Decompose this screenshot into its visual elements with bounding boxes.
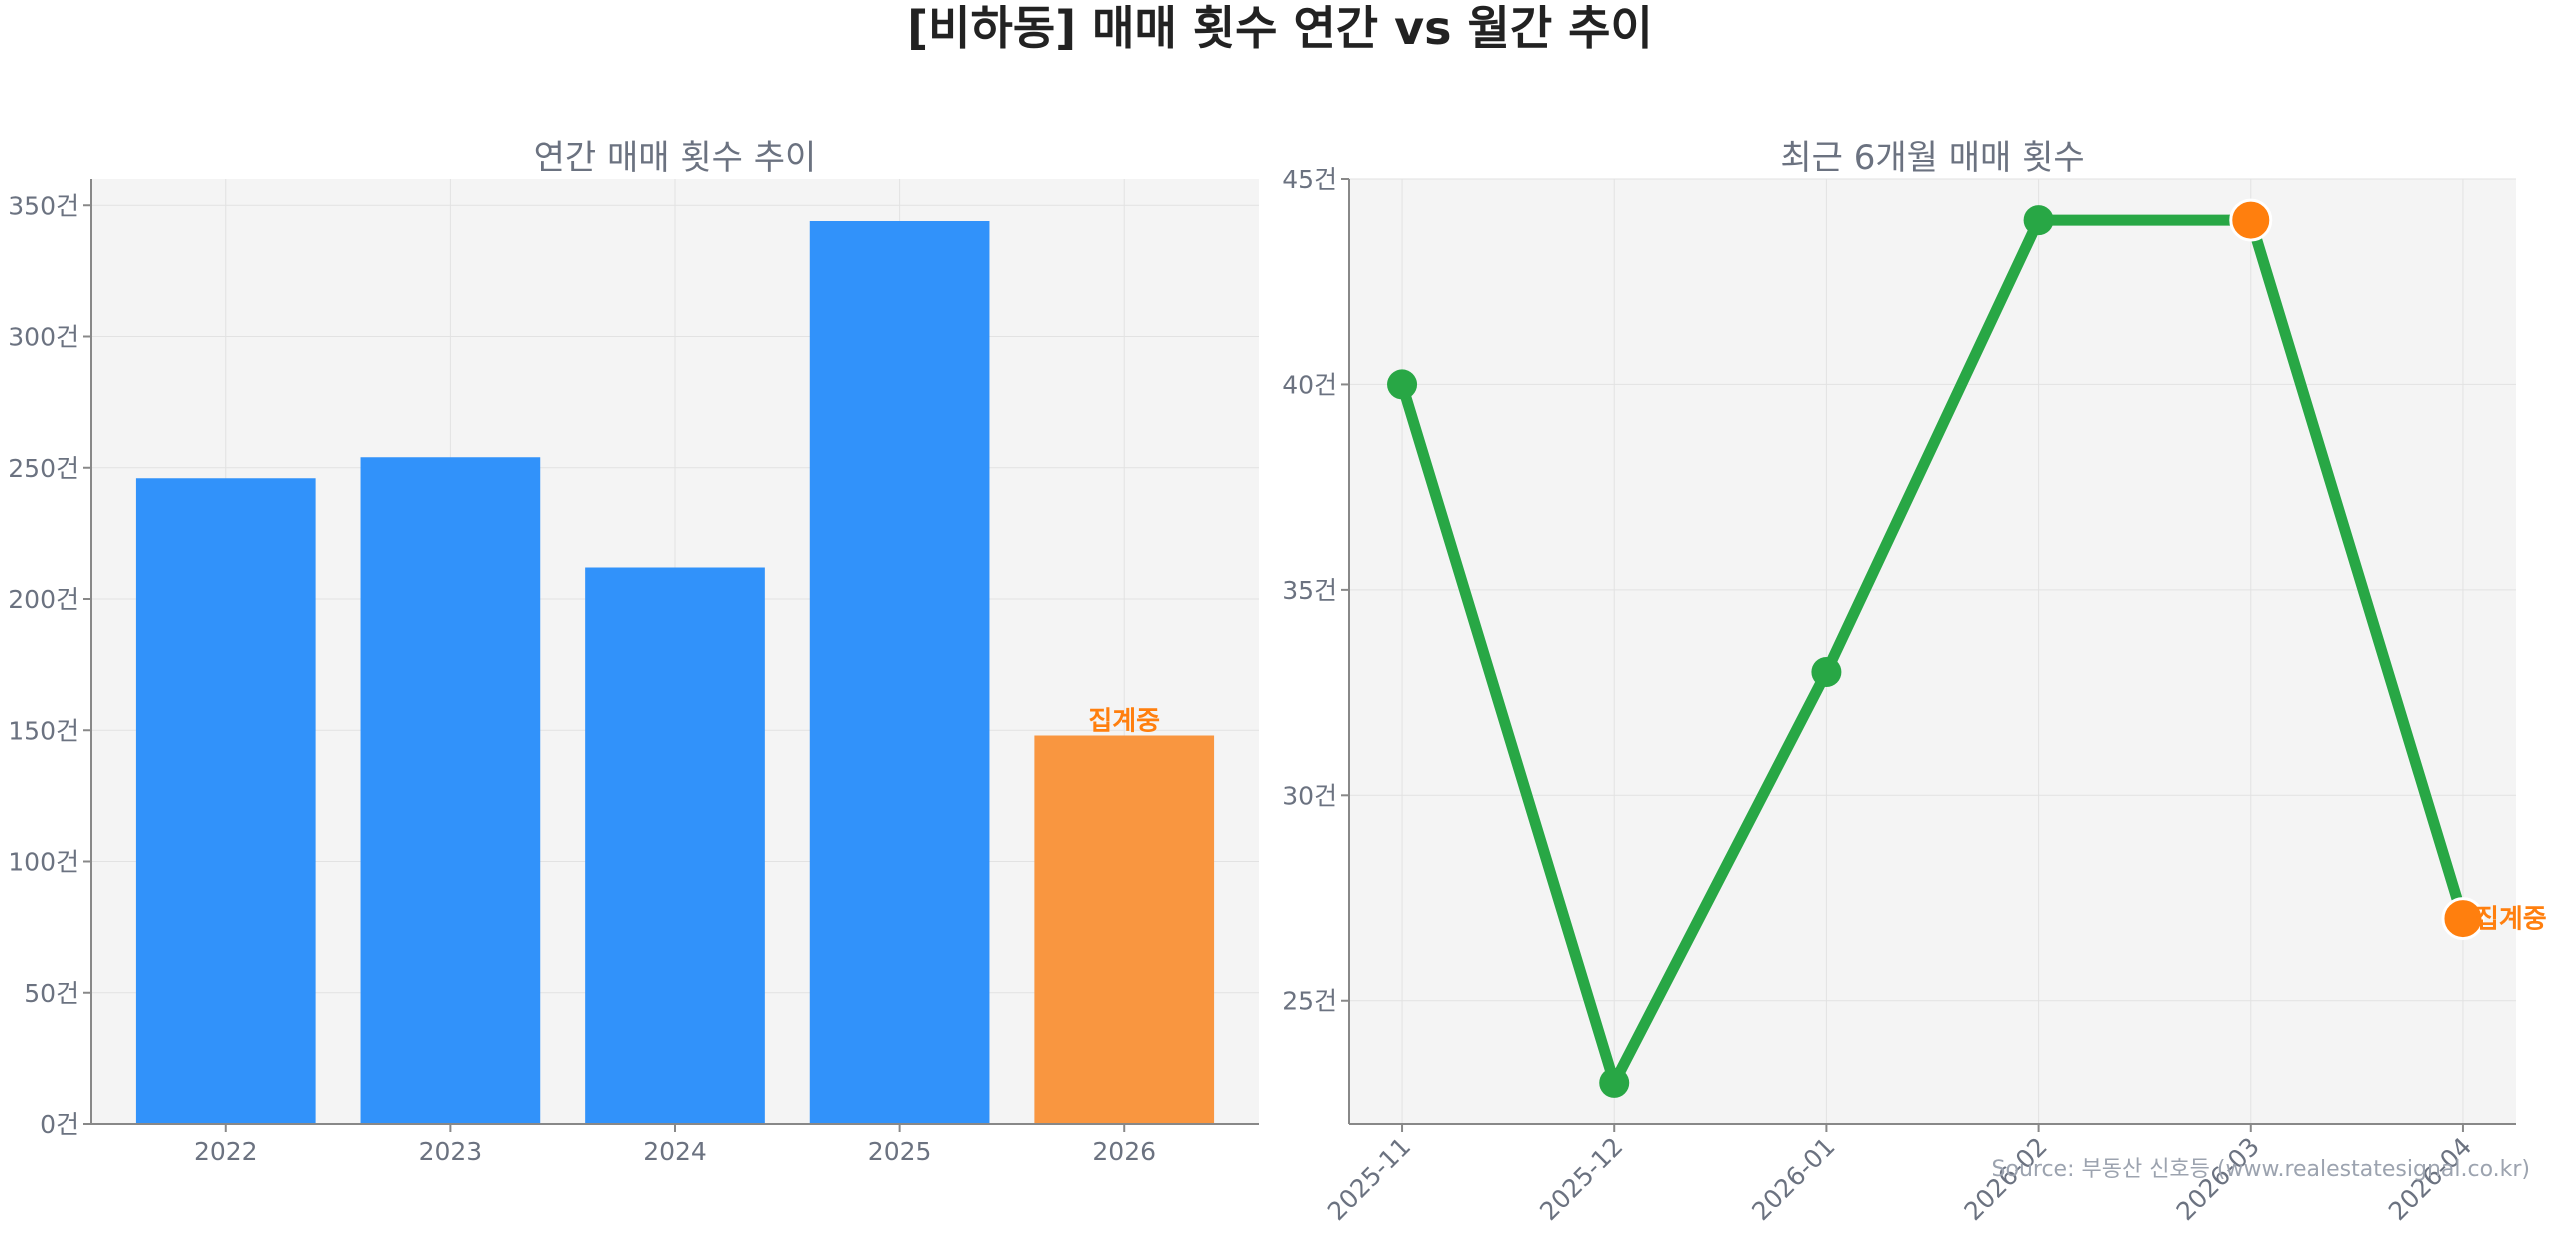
- bar: [360, 457, 541, 1124]
- bar-y-tick-label: 100건: [8, 848, 79, 877]
- bar-y-tick-label: 150건: [8, 716, 79, 745]
- bar-y-tick-label: 0건: [40, 1110, 79, 1139]
- data-point: [2023, 205, 2054, 236]
- bar-y-tick-label: 200건: [8, 585, 79, 614]
- data-point: [1387, 369, 1418, 400]
- line-y-tick-label: 35건: [1282, 576, 1337, 605]
- highlight-point: [2229, 198, 2273, 242]
- line-y-tick-label: 45건: [1282, 165, 1337, 194]
- line-x-tick-label: 2025-11: [1322, 1132, 1416, 1226]
- line-y-tick-label: 25건: [1282, 987, 1337, 1016]
- bar: [135, 478, 316, 1124]
- line-y-tick-label: 30건: [1282, 781, 1337, 810]
- bar-y-tick-label: 350건: [8, 191, 79, 220]
- line-pending-label: 집계중: [2475, 905, 2547, 935]
- main-title: [비하동] 매매 횟수 연간 vs 월간 추이: [907, 1, 1653, 55]
- annual-bar-chart: 집계중 0건 50건 100건 150건 200건 250건 300건 350건 2022 2023…: [8, 138, 1259, 1166]
- line-y-tick-label: 40건: [1282, 370, 1337, 399]
- bar-chart-title: 연간 매매 횟수 추이: [534, 138, 817, 178]
- bar-x-tick-label: 2026: [1092, 1137, 1156, 1166]
- bar-x-tick-label: 2024: [643, 1137, 707, 1166]
- line-x-tick-label: 2026-01: [1746, 1132, 1840, 1226]
- bar: [809, 221, 990, 1124]
- line-plot-background: [1349, 179, 2516, 1124]
- line-chart-title: 최근 6개월 매매 횟수: [1780, 138, 2084, 178]
- bar-pending-label: 집계중: [1088, 707, 1160, 737]
- source-note: Source: 부동산 신호등 (www.realestatesignal.co…: [1992, 1157, 2530, 1182]
- bar-x-tick-label: 2023: [419, 1137, 483, 1166]
- highlight-point: [2441, 897, 2485, 941]
- data-point: [1811, 657, 1842, 688]
- data-point: [1599, 1067, 1630, 1098]
- bar-y-tick-label: 300건: [8, 323, 79, 352]
- line-x-tick-label: 2025-12: [1534, 1132, 1628, 1226]
- bar-x-tick-label: 2025: [868, 1137, 932, 1166]
- bar: [585, 567, 765, 1124]
- bar-y-tick-label: 50건: [24, 979, 79, 1008]
- series-line: [1396, 214, 2469, 1089]
- bar-pending: [1034, 735, 1215, 1124]
- bar-x-tick-label: 2022: [194, 1137, 258, 1166]
- bar-y-tick-label: 250건: [8, 454, 79, 483]
